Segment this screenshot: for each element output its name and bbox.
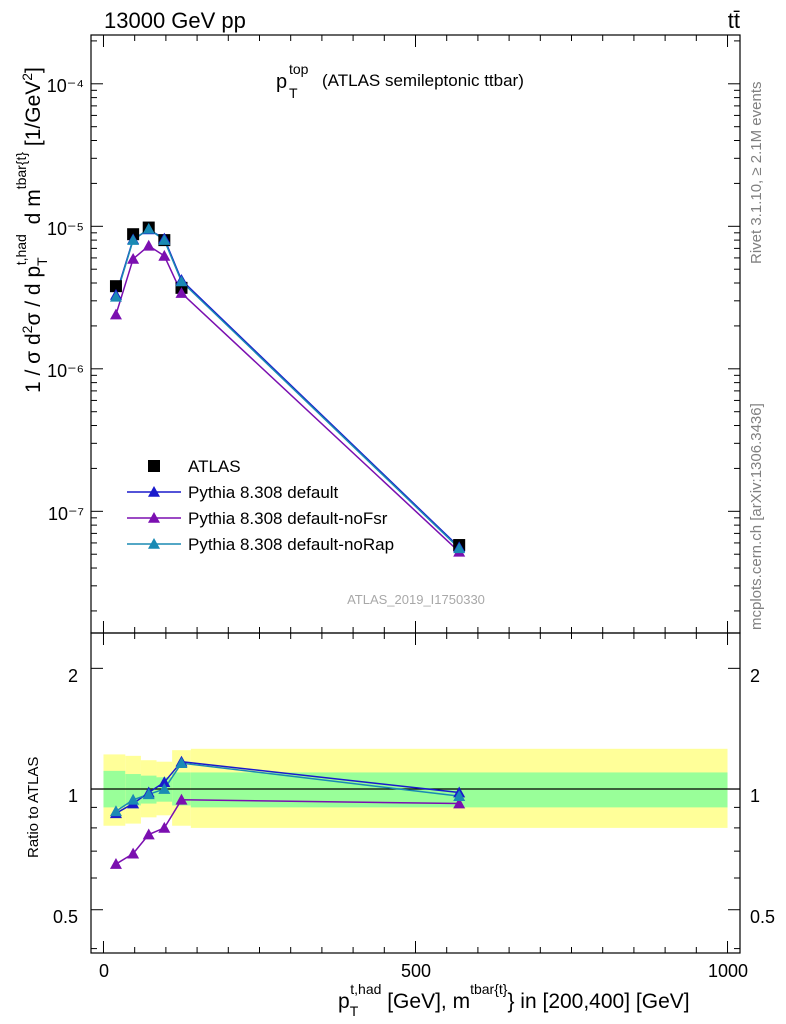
point-pythia-8-308-default-norap: [109, 290, 122, 302]
legend-label-atlas: ATLAS: [188, 457, 241, 476]
legend-marker-pythia-8-308-default-nofsr: [148, 512, 160, 523]
point-pythia-8-308-default-nofsr: [142, 239, 155, 251]
ratio-point-pythia-8-308-default-nofsr: [127, 847, 140, 859]
legend: ATLAS Pythia 8.308 default Pythia 8.308 de…: [127, 457, 394, 554]
plot-title-main: p: [276, 71, 287, 93]
ratio-plot-data: [109, 755, 466, 869]
ratio-point-pythia-8-308-default-nofsr: [453, 797, 466, 809]
analysis-watermark: ATLAS_2019_I1750330: [347, 592, 485, 607]
xtick-label-1000: 1000: [708, 961, 748, 981]
main-ylabel: 1 / σ d2σ / d pTt,had d mtbar{t} [1/GeV2…: [13, 67, 50, 393]
plot-title-sup: top: [289, 61, 309, 77]
ratio-ytick-1: 1: [68, 786, 78, 806]
ratio-ytick-labels: 2 1 0.5 2 1 0.5: [53, 666, 775, 927]
mcplots-reference-text: mcplots.cern.ch [arXiv:1306.3436]: [748, 403, 765, 630]
ratio-point-pythia-8-308-default-norap: [109, 805, 122, 817]
legend-marker-atlas: [148, 460, 160, 472]
ytick-label-1e-4: 10⁻⁴: [47, 76, 84, 96]
ratio-point-pythia-8-308-default-norap: [158, 783, 171, 794]
ytick-label-1e-5: 10⁻⁵: [47, 219, 84, 239]
plot-title-rest: (ATLAS semileptonic ttbar): [322, 71, 524, 90]
ratio-point-pythia-8-308-default-nofsr: [175, 793, 188, 805]
ratio-ytick-0.5-right: 0.5: [750, 907, 775, 927]
ytick-label-1e-7: 10⁻⁷: [48, 504, 84, 524]
ytick-label-1e-6: 10⁻⁶: [47, 361, 84, 381]
ratio-ylabel: Ratio to ATLAS: [25, 757, 42, 858]
ratio-point-pythia-8-308-default-norap: [127, 793, 140, 805]
ratio-ytick-2: 2: [68, 666, 78, 686]
process-label: tt̄: [728, 8, 740, 33]
series-line-pythia-8-308-default-nofsr: [115, 244, 460, 553]
legend-label-pythia-8-308-default-nofsr: Pythia 8.308 default-noFsr: [188, 509, 388, 528]
ratio-axis-ticks: [91, 633, 740, 953]
xtick-label-0: 0: [99, 961, 109, 981]
xtick-labels: 0 500 1000: [99, 961, 748, 981]
main-plot-data: [109, 221, 466, 557]
rivet-version-text: Rivet 3.1.10, ≥ 2.1M events: [748, 82, 765, 265]
point-pythia-8-308-default-nofsr: [109, 308, 122, 320]
ratio-point-pythia-8-308-default-norap: [175, 757, 188, 768]
point-atlas: [109, 280, 122, 293]
ratio-point-pythia-8-308-default-nofsr: [109, 858, 122, 869]
ratio-ytick-2-right: 2: [750, 666, 760, 686]
ratio-point-pythia-8-308-default-nofsr: [142, 828, 155, 840]
inner-uncertainty-band: [125, 774, 141, 806]
legend-marker-pythia-8-308-default: [148, 486, 160, 497]
ratio-point-pythia-8-308-default: [158, 776, 171, 788]
point-pythia-8-308-default-nofsr: [175, 287, 188, 298]
ratio-point-pythia-8-308-default-norap: [453, 790, 466, 801]
point-pythia-8-308-default-norap: [175, 275, 188, 287]
xaxis-label: pTt,had [GeV], mtbar{t}} in [200,400] [G…: [338, 981, 690, 1019]
legend-marker-pythia-8-308-default-norap: [148, 538, 160, 549]
legend-label-pythia-8-308-default: Pythia 8.308 default: [188, 483, 339, 502]
point-pythia-8-308-default-nofsr: [158, 249, 171, 261]
ratio-ytick-1-right: 1: [750, 786, 760, 806]
plot-title-sub: T: [289, 85, 298, 101]
main-ytick-labels: 10⁻⁴ 10⁻⁵ 10⁻⁶ 10⁻⁷: [47, 76, 84, 524]
point-pythia-8-308-default-norap: [453, 542, 466, 554]
point-pythia-8-308-default-norap: [142, 222, 155, 234]
ratio-point-pythia-8-308-default-norap: [142, 788, 155, 800]
point-pythia-8-308-default-nofsr: [127, 252, 140, 264]
series-line-pythia-8-308-default-norap: [115, 227, 460, 549]
legend-label-pythia-8-308-default-norap: Pythia 8.308 default-noRap: [188, 535, 394, 554]
point-pythia-8-308-default-norap: [127, 234, 140, 245]
energy-label: 13000 GeV pp: [104, 8, 246, 33]
ratio-point-pythia-8-308-default-nofsr: [158, 821, 171, 833]
main-axis-ticks: [91, 35, 740, 633]
point-pythia-8-308-default-norap: [158, 234, 171, 245]
ratio-ytick-0.5: 0.5: [53, 907, 78, 927]
xtick-label-500: 500: [401, 961, 431, 981]
